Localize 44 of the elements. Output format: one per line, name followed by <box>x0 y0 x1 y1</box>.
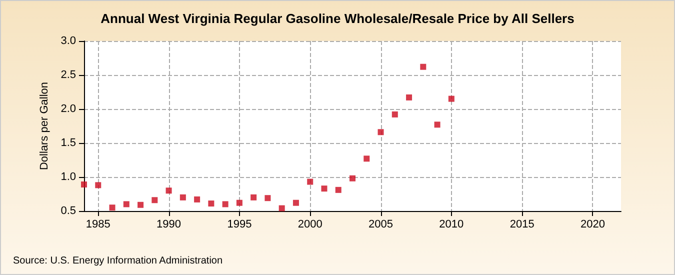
x-tick-label: 1995 <box>227 218 252 230</box>
point <box>152 197 158 204</box>
y-tick-label: 3.0 <box>60 35 76 47</box>
x-tick-label: 2005 <box>368 218 394 230</box>
point <box>292 200 299 206</box>
point <box>364 156 370 162</box>
point <box>166 188 172 194</box>
point <box>222 201 228 208</box>
chart-title: Annual West Virginia Regular Gasoline Wholesale/Resale Price by All Sellers <box>100 11 574 26</box>
point <box>335 186 342 193</box>
point <box>406 94 412 100</box>
point <box>350 175 356 182</box>
y-tick-label: 0.5 <box>60 205 76 217</box>
y-tick-label: 1.0 <box>60 171 76 183</box>
point <box>123 201 130 208</box>
point <box>208 200 214 207</box>
point <box>434 122 440 128</box>
source-note: Source: U.S. Energy Information Administration <box>13 256 223 266</box>
point <box>250 194 257 200</box>
point <box>278 205 285 212</box>
point <box>378 129 384 136</box>
point <box>194 196 200 202</box>
point <box>307 178 314 185</box>
y-axis-title: Dollars per Gallon <box>38 82 50 170</box>
y-tick-label: 2.0 <box>60 103 76 115</box>
x-tick-label: 2000 <box>298 218 322 230</box>
point <box>81 181 87 188</box>
point <box>95 182 102 188</box>
point <box>420 64 426 70</box>
point <box>448 96 454 102</box>
x-tick-label: 2010 <box>439 218 464 230</box>
x-tick-label: 1990 <box>156 218 182 230</box>
y-tick-label: 1.5 <box>60 137 76 149</box>
point <box>264 195 271 202</box>
point <box>109 204 116 211</box>
x-tick-label: 2020 <box>580 218 605 230</box>
point <box>392 111 398 118</box>
point <box>321 186 328 192</box>
point <box>236 200 242 206</box>
x-tick-label: 2015 <box>510 218 534 230</box>
x-tick-label: 1985 <box>86 218 110 230</box>
y-tick-label: 2.5 <box>60 69 76 81</box>
point <box>138 202 144 208</box>
point <box>180 194 186 200</box>
